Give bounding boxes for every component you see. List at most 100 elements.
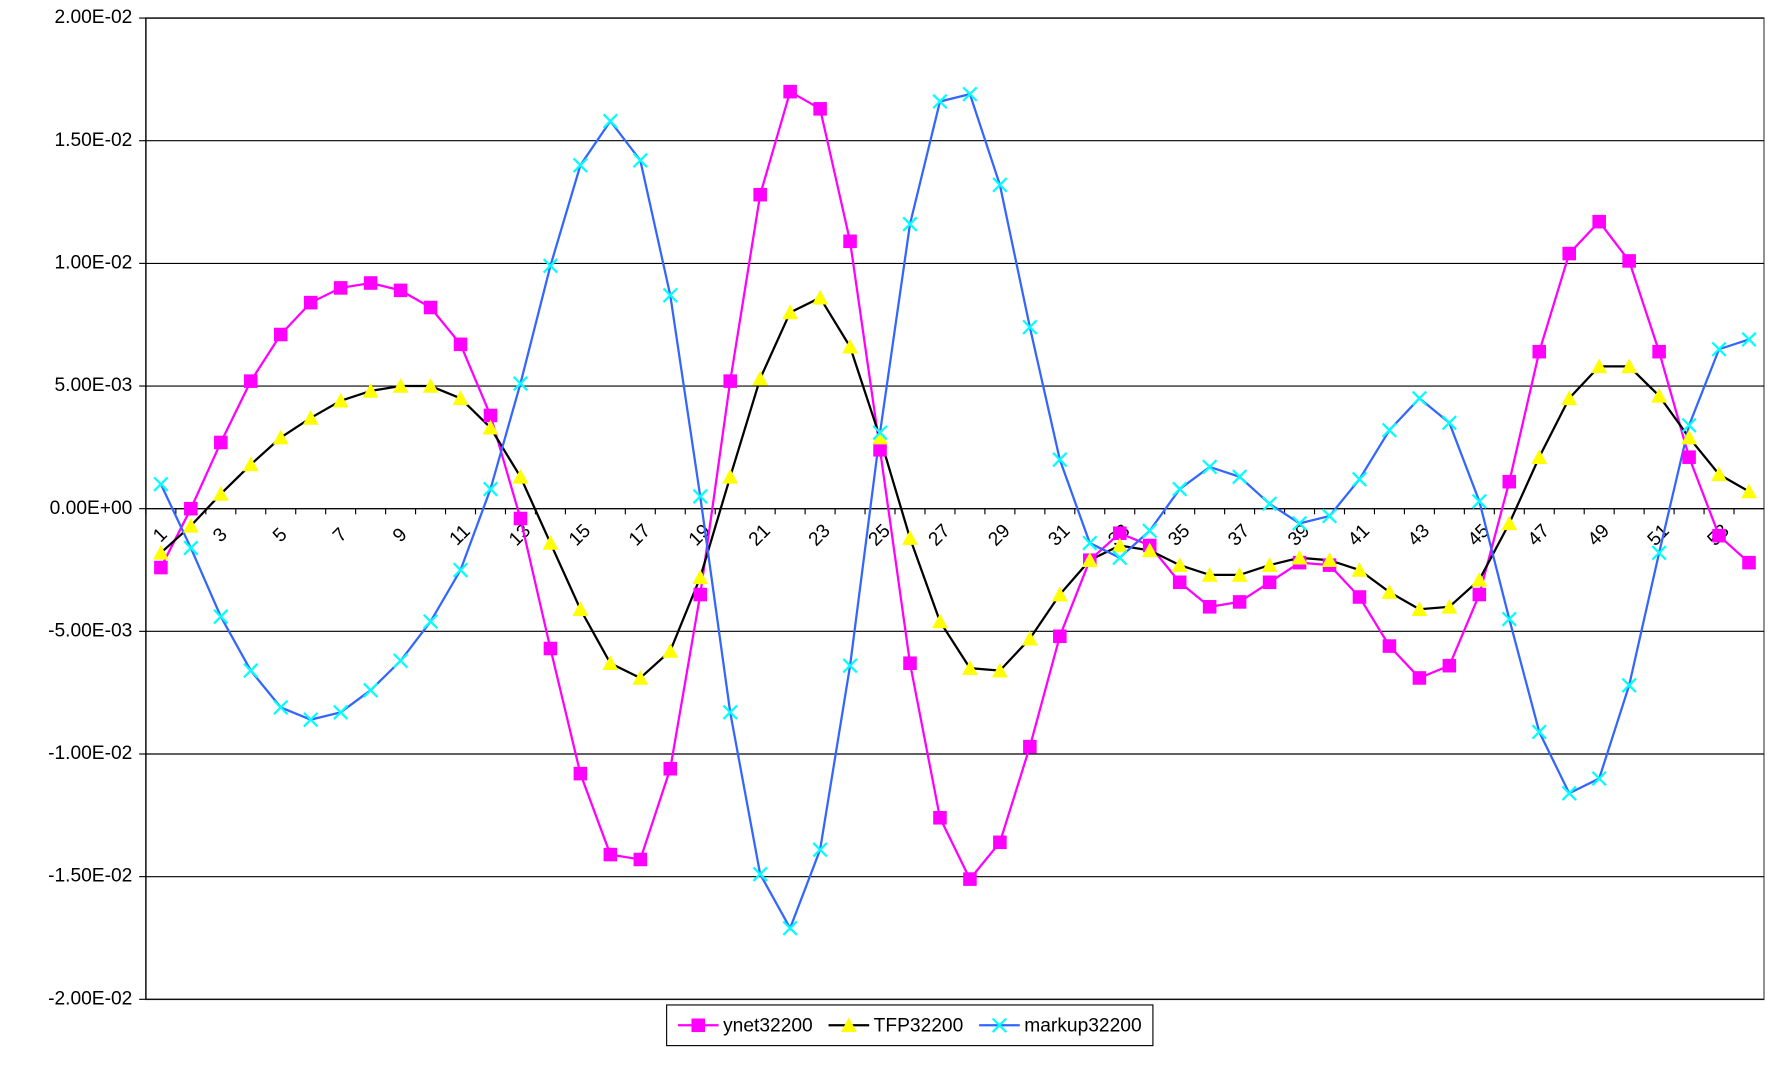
marker	[1652, 344, 1666, 359]
marker	[1172, 575, 1187, 590]
legend-label: markup32200	[1024, 1015, 1141, 1036]
marker	[1531, 724, 1547, 740]
marker	[1472, 587, 1487, 602]
marker	[303, 295, 318, 310]
marker	[1741, 483, 1757, 499]
marker	[422, 378, 439, 393]
marker	[1021, 630, 1038, 646]
marker	[452, 390, 469, 406]
marker	[1112, 550, 1128, 566]
marker	[363, 682, 379, 698]
y-tick-label: -1.00E-02	[48, 743, 132, 764]
marker	[1682, 450, 1696, 464]
marker	[1321, 552, 1338, 567]
marker	[482, 419, 499, 435]
marker	[1321, 508, 1338, 524]
marker	[1202, 600, 1217, 614]
marker	[243, 663, 259, 679]
marker	[333, 704, 349, 720]
marker	[392, 378, 409, 393]
marker	[1742, 555, 1756, 570]
marker	[902, 216, 918, 232]
marker	[453, 337, 468, 352]
marker	[303, 712, 319, 728]
marker	[663, 761, 678, 776]
marker	[422, 613, 439, 630]
marker	[1501, 611, 1517, 627]
y-tick-label: -1.50E-02	[48, 866, 132, 887]
marker	[1053, 629, 1067, 644]
marker	[573, 766, 588, 781]
marker	[1111, 537, 1128, 553]
marker	[1262, 496, 1278, 512]
y-tick-label: 1.00E-02	[54, 252, 132, 273]
marker	[842, 658, 858, 674]
marker	[1531, 449, 1548, 464]
marker	[1112, 526, 1127, 540]
marker	[632, 670, 649, 685]
marker	[1501, 515, 1518, 531]
marker	[214, 435, 228, 450]
marker	[872, 429, 888, 445]
legend-label: ynet32200	[723, 1015, 813, 1036]
marker	[1562, 246, 1576, 261]
marker	[1051, 586, 1068, 602]
marker	[1441, 415, 1457, 431]
marker	[1381, 422, 1398, 438]
y-tick-label: 0.00E+00	[50, 498, 133, 519]
marker	[362, 383, 379, 398]
marker	[812, 842, 828, 858]
marker	[542, 258, 558, 274]
marker	[212, 486, 229, 501]
marker	[1681, 417, 1697, 433]
legend-box	[666, 1004, 1154, 1047]
marker	[722, 468, 739, 484]
marker	[1412, 671, 1427, 685]
marker	[1712, 528, 1726, 543]
marker	[152, 544, 169, 560]
marker	[1382, 639, 1397, 653]
marker	[963, 872, 977, 886]
marker	[1231, 567, 1248, 582]
marker	[512, 468, 529, 484]
marker	[1621, 358, 1638, 374]
marker	[1651, 387, 1668, 403]
marker	[1201, 567, 1218, 582]
marker	[363, 276, 378, 290]
marker	[991, 1017, 1008, 1033]
series-line	[160, 296, 1750, 680]
marker	[633, 852, 648, 867]
marker	[722, 704, 738, 720]
marker	[1711, 466, 1727, 482]
marker	[1202, 459, 1218, 475]
marker	[873, 443, 887, 457]
marker	[992, 177, 1008, 193]
marker	[691, 1018, 706, 1033]
marker	[1351, 471, 1368, 487]
marker	[1502, 474, 1517, 489]
marker	[423, 300, 438, 315]
marker	[183, 540, 199, 556]
marker	[962, 86, 978, 102]
marker	[273, 327, 288, 342]
marker	[932, 93, 948, 110]
marker	[812, 289, 829, 305]
marker	[1262, 575, 1277, 590]
marker	[662, 643, 679, 658]
marker	[1082, 535, 1098, 551]
marker	[393, 283, 408, 298]
marker	[543, 641, 558, 656]
marker	[1171, 557, 1188, 572]
marker	[1381, 584, 1398, 599]
marker	[692, 569, 709, 585]
marker	[840, 1017, 857, 1033]
marker	[1141, 542, 1158, 558]
marker	[1622, 254, 1636, 268]
marker	[753, 187, 767, 202]
marker	[1261, 557, 1278, 572]
marker	[693, 587, 708, 602]
marker	[272, 429, 289, 445]
marker	[1411, 601, 1428, 617]
marker	[332, 392, 349, 408]
marker	[692, 488, 708, 504]
